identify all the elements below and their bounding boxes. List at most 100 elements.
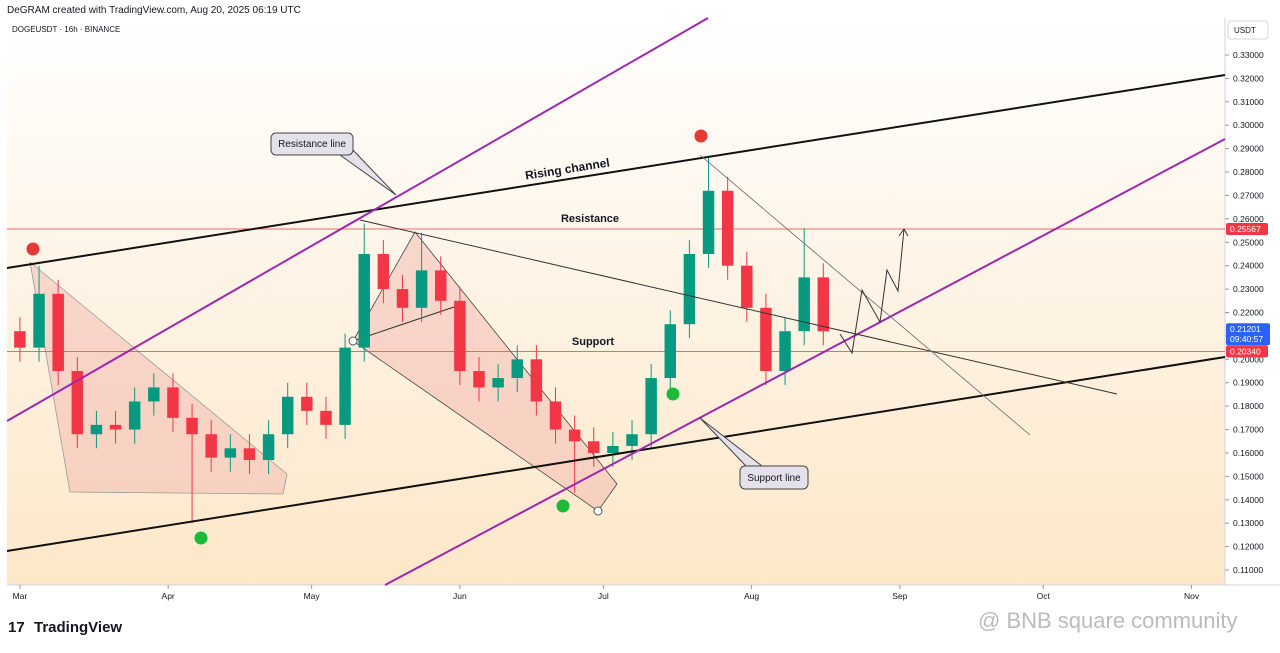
callout-box — [739, 465, 809, 490]
candle-body — [148, 387, 160, 402]
y-tick-label: 0.29000 — [1233, 144, 1264, 154]
arrow-head — [898, 228, 909, 237]
y-tick-label: 0.24000 — [1233, 261, 1264, 271]
candle-body — [415, 270, 428, 308]
candle-body — [702, 190, 715, 254]
trend-line — [352, 304, 461, 342]
purple-line — [384, 138, 1226, 586]
level-label: 0.20340 — [1230, 346, 1261, 356]
candle-body — [320, 410, 332, 425]
x-tick-label: Sep — [892, 591, 907, 601]
y-tick-label: 0.23000 — [1233, 284, 1264, 294]
y-tick-label: 0.13000 — [1233, 518, 1264, 528]
candle-body — [492, 378, 504, 388]
y-tick-label: 0.20000 — [1233, 354, 1264, 364]
candle-body — [14, 331, 26, 348]
price-axis — [1225, 18, 1280, 585]
logo: 17 TradingView — [8, 619, 122, 636]
candle-body — [798, 277, 810, 332]
candle-body — [339, 347, 351, 425]
level-tag — [1226, 345, 1268, 358]
candle-body — [473, 371, 485, 388]
candle-body — [568, 429, 581, 442]
axes: 0.11000 0.12000 0.13000 0.14000 0.15000 0.160… — [13, 50, 1270, 601]
label: Support — [572, 336, 614, 348]
y-tick-label: 0.14000 — [1233, 495, 1264, 505]
y-tick-label: 0.19000 — [1233, 378, 1264, 388]
candle-body — [396, 289, 409, 308]
descending-line — [359, 219, 1118, 395]
currency[interactable]: USDT — [1234, 26, 1256, 35]
y-tick-label: 0.16000 — [1233, 448, 1264, 458]
label: Resistance — [561, 213, 619, 225]
y-tick-label: 0.25000 — [1233, 237, 1264, 247]
y-tick-label: 0.30000 — [1233, 120, 1264, 130]
x-tick-label: Jun — [453, 591, 467, 601]
candle-body — [186, 417, 198, 435]
candle-body — [301, 396, 313, 411]
projection — [839, 228, 905, 355]
candle-body — [549, 401, 562, 430]
triangle-pattern — [29, 261, 288, 495]
candle-body — [358, 253, 370, 348]
candle-body — [33, 293, 45, 348]
candle-body — [607, 445, 619, 453]
symbol: DOGEUSDT · 16h · BINANCE — [12, 25, 120, 34]
y-tick-label: 0.22000 — [1233, 308, 1264, 318]
green-dot — [194, 531, 208, 545]
candle-body — [71, 371, 84, 435]
candle-body — [721, 190, 734, 266]
candle-body — [90, 424, 103, 435]
candle-body — [52, 293, 64, 372]
candle-body — [205, 434, 217, 458]
drawings: Resistance line Support line Rising chan… — [6, 17, 1226, 586]
candle-body — [454, 300, 466, 372]
x-tick-label: Oct — [1037, 591, 1051, 601]
y-tick-label: 0.28000 — [1233, 167, 1264, 177]
y-tick-label: 0.33000 — [1233, 50, 1264, 60]
candle-body — [167, 387, 179, 418]
candle-body — [760, 307, 772, 372]
red-dot — [694, 129, 708, 143]
x-tick-label: Nov — [1184, 591, 1200, 601]
y-tick-label: 0.18000 — [1233, 401, 1264, 411]
y-tick-label: 0.27000 — [1233, 190, 1264, 200]
green-dot — [666, 387, 680, 401]
candle-body — [109, 424, 122, 430]
logo-text: TradingView — [34, 619, 122, 636]
x-tick-label: Mar — [13, 591, 28, 601]
y-tick-label: 0.11000 — [1233, 565, 1263, 575]
candle-body — [243, 448, 256, 460]
candle-body — [779, 331, 791, 372]
red-dot — [26, 242, 40, 256]
x-tick-label: May — [304, 591, 321, 601]
green-dot — [556, 499, 570, 513]
y-tick-label: 0.26000 — [1233, 214, 1264, 224]
anchor — [348, 336, 358, 346]
callout-box — [270, 132, 354, 156]
y-tick-label: 0.17000 — [1233, 425, 1264, 435]
x-tick-label: Jul — [598, 591, 609, 601]
anchor — [593, 506, 603, 516]
y-tick-label: 0.31000 — [1233, 97, 1264, 107]
level-tag — [1226, 222, 1268, 235]
candle-body — [664, 324, 677, 379]
candle-body — [530, 359, 543, 402]
candle-body — [434, 270, 447, 301]
purple-line — [6, 17, 709, 422]
candles — [14, 157, 830, 524]
candle-body — [511, 359, 523, 379]
callout-text: Resistance line — [278, 139, 346, 150]
watermark: @ BNB square community — [978, 608, 1238, 633]
logo-mark: 17 — [8, 619, 25, 636]
currency-box[interactable] — [1227, 20, 1269, 40]
level-label: 0.25567 — [1230, 224, 1261, 234]
countdown: 09:40:57 — [1230, 334, 1263, 344]
y-tick-label: 0.32000 — [1233, 73, 1264, 83]
candle-body — [128, 401, 141, 430]
callout-text: Support line — [747, 473, 801, 484]
channel-top — [6, 74, 1226, 269]
candle-body — [377, 253, 390, 290]
x-tick-label: Aug — [744, 591, 759, 601]
last-price: 0.21201 — [1230, 324, 1261, 334]
